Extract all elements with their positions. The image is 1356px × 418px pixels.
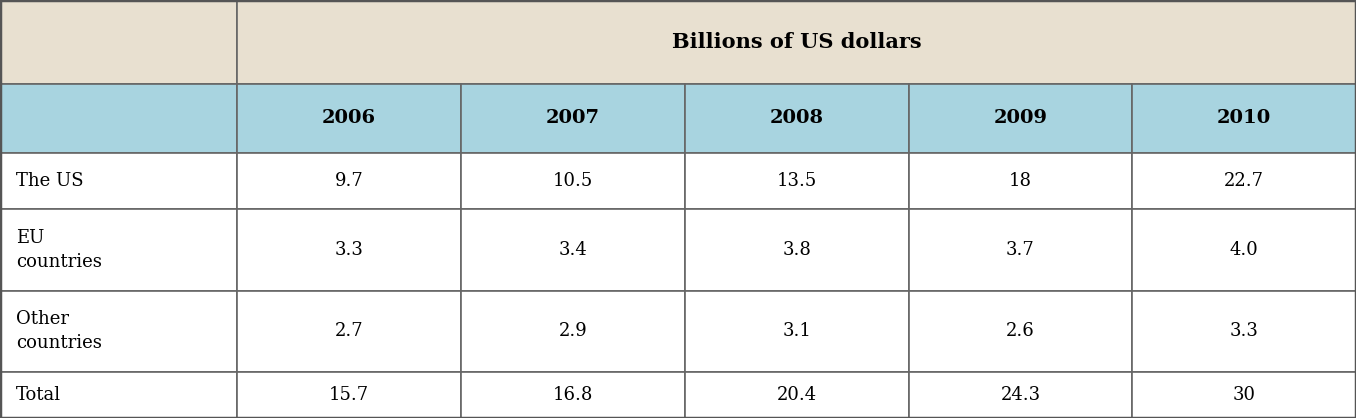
Text: Total: Total	[16, 386, 61, 404]
Text: 3.3: 3.3	[335, 241, 363, 259]
Text: 3.8: 3.8	[782, 241, 811, 259]
Bar	[685, 153, 909, 209]
Bar	[461, 372, 685, 418]
Text: 10.5: 10.5	[553, 172, 593, 190]
Bar	[237, 209, 461, 291]
Text: 2006: 2006	[323, 109, 376, 127]
Bar	[0, 291, 237, 372]
Bar	[685, 209, 909, 291]
Text: 24.3: 24.3	[1001, 386, 1040, 404]
Text: 4.0: 4.0	[1230, 241, 1258, 259]
Text: 16.8: 16.8	[553, 386, 593, 404]
Text: Billions of US dollars: Billions of US dollars	[671, 32, 922, 52]
Bar	[0, 209, 237, 291]
Text: 22.7: 22.7	[1224, 172, 1264, 190]
Bar	[909, 84, 1132, 153]
Bar	[1132, 84, 1356, 153]
Bar	[1132, 372, 1356, 418]
Bar	[461, 291, 685, 372]
Text: 30: 30	[1233, 386, 1256, 404]
Bar	[1132, 291, 1356, 372]
Bar	[461, 209, 685, 291]
Text: 2010: 2010	[1216, 109, 1272, 127]
Text: 2008: 2008	[770, 109, 823, 127]
Text: 3.3: 3.3	[1230, 322, 1258, 340]
Bar	[685, 291, 909, 372]
Bar	[909, 153, 1132, 209]
Text: Other
countries: Other countries	[16, 311, 102, 352]
Text: 3.1: 3.1	[782, 322, 811, 340]
Bar	[685, 84, 909, 153]
Bar	[0, 0, 237, 84]
Bar	[237, 291, 461, 372]
Bar	[909, 209, 1132, 291]
Bar	[0, 84, 237, 153]
Bar	[237, 0, 1356, 84]
Bar	[237, 153, 461, 209]
Bar	[1132, 153, 1356, 209]
Bar	[237, 372, 461, 418]
Bar	[461, 153, 685, 209]
Text: 2.7: 2.7	[335, 322, 363, 340]
Text: 2.9: 2.9	[559, 322, 587, 340]
Bar	[685, 372, 909, 418]
Bar	[909, 291, 1132, 372]
Bar	[0, 153, 237, 209]
Text: 2009: 2009	[994, 109, 1047, 127]
Text: 3.4: 3.4	[559, 241, 587, 259]
Text: 9.7: 9.7	[335, 172, 363, 190]
Text: 2.6: 2.6	[1006, 322, 1035, 340]
Text: 20.4: 20.4	[777, 386, 816, 404]
Text: 2007: 2007	[546, 109, 599, 127]
Bar	[237, 84, 461, 153]
Text: 15.7: 15.7	[330, 386, 369, 404]
Text: 18: 18	[1009, 172, 1032, 190]
Bar	[909, 372, 1132, 418]
Bar	[461, 84, 685, 153]
Text: EU
countries: EU countries	[16, 229, 102, 270]
Text: 13.5: 13.5	[777, 172, 816, 190]
Text: 3.7: 3.7	[1006, 241, 1035, 259]
Bar	[0, 372, 237, 418]
Text: The US: The US	[16, 172, 84, 190]
Bar	[1132, 209, 1356, 291]
